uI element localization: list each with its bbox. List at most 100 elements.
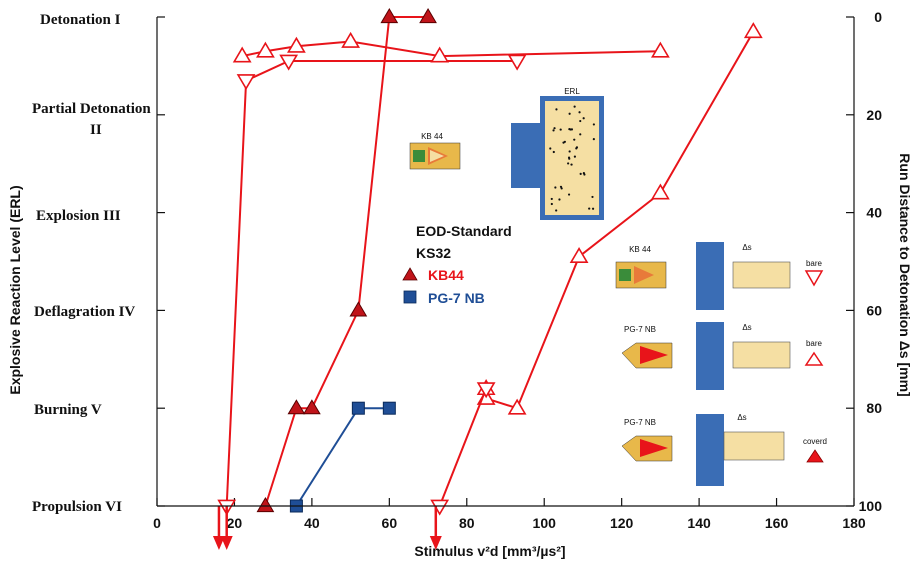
erl-dot xyxy=(558,198,561,201)
level-burning-label: Burning V xyxy=(34,402,102,418)
level-propulsion-label: Propulsion VI xyxy=(32,499,122,515)
data-point-open-triangle xyxy=(507,398,527,415)
erl-dot xyxy=(552,150,555,154)
down-arrow-head xyxy=(220,536,233,550)
series-5 xyxy=(430,382,496,516)
erl-dot xyxy=(567,156,571,159)
erl-dot xyxy=(582,172,585,175)
data-point-open-down-triangle xyxy=(236,74,256,91)
series-1 xyxy=(289,401,396,513)
inset-delta-s-label-3: Δs xyxy=(737,413,746,422)
erl-dot xyxy=(592,137,595,141)
x-tick-label: 0 xyxy=(153,515,161,531)
erl-dot xyxy=(573,155,576,158)
x-tick-label: 120 xyxy=(610,515,634,531)
data-point-open-triangle xyxy=(650,41,670,58)
data-point-filled-triangle xyxy=(349,301,368,317)
erl-dot xyxy=(570,163,573,166)
erl-dot xyxy=(559,128,562,131)
erl-dot xyxy=(550,202,553,206)
erl-dot xyxy=(554,186,557,189)
data-point-open-triangle xyxy=(430,46,450,63)
x-tick-label: 140 xyxy=(687,515,711,531)
erl-dot xyxy=(573,105,576,108)
x-axis-label: Stimulus v²d [mm³/µs²] xyxy=(414,543,565,559)
data-point-open-down-triangle xyxy=(430,499,450,516)
data-point-filled-square xyxy=(382,401,396,415)
x-tick-label: 100 xyxy=(533,515,557,531)
data-point-open-triangle xyxy=(287,36,306,53)
inset-kb44-right-label: KB 44 xyxy=(629,245,651,254)
data-point-open-down-triangle xyxy=(476,382,496,399)
erl-dot xyxy=(552,129,555,132)
x-tick-label: 160 xyxy=(765,515,789,531)
y-right-tick-label: 40 xyxy=(866,205,882,221)
inset-bare-label-1: bare xyxy=(806,259,823,268)
erl-dot xyxy=(550,197,553,201)
inset-pg7-label-2: PG-7 NB xyxy=(624,418,656,427)
down-arrow-head xyxy=(212,536,225,550)
inset-erl-dots xyxy=(549,105,595,212)
data-point-filled-triangle xyxy=(287,399,306,415)
x-tick-label: 80 xyxy=(459,515,475,531)
erl-dot xyxy=(567,193,571,196)
legend: EOD-Standard KS32 KB44 PG-7 NB xyxy=(402,223,512,306)
erl-dot xyxy=(559,185,563,188)
series-2 xyxy=(217,54,527,516)
y-right-tick-label: 0 xyxy=(874,9,882,25)
data-point-filled-triangle xyxy=(380,8,399,24)
erl-dot xyxy=(555,108,558,111)
erl-dot xyxy=(591,195,594,199)
legend-pg7-marker xyxy=(403,290,417,304)
erl-dot xyxy=(568,150,571,153)
data-point-open-triangle xyxy=(650,183,670,200)
down-arrow-head xyxy=(429,536,442,550)
data-point-filled-triangle xyxy=(303,399,321,415)
data-point-open-triangle xyxy=(569,247,589,264)
erl-dot xyxy=(578,111,581,114)
series-line xyxy=(225,60,518,507)
inset-kb44-bare: KB 44 Δs bare xyxy=(615,242,824,310)
legend-header-2: KS32 xyxy=(416,245,451,261)
inset-pg7-bare: PG-7 NB Δs bare xyxy=(621,322,824,390)
erl-dot xyxy=(582,117,585,120)
x-tick-label: 20 xyxy=(227,515,243,531)
legend-kb44-marker xyxy=(402,267,418,281)
y-right-tick-label: 20 xyxy=(866,107,882,123)
erl-dot xyxy=(575,146,579,149)
erl-dot xyxy=(579,133,582,136)
x-tick-label: 180 xyxy=(842,515,866,531)
y-right-axis-label: Run Distance to Detonation Δs [mm] xyxy=(897,153,911,396)
y-right-tick-label: 100 xyxy=(859,498,883,514)
inset-kb44-charge: KB 44 xyxy=(409,132,461,170)
inset-pg7-label-1: PG-7 NB xyxy=(624,325,656,334)
erl-dot xyxy=(562,141,565,144)
x-tick-label: 60 xyxy=(382,515,398,531)
erl-dot xyxy=(555,209,558,212)
x-tick-label: 40 xyxy=(304,515,320,531)
erl-dot xyxy=(579,172,582,175)
series-3 xyxy=(232,31,670,63)
data-point-open-triangle xyxy=(256,41,275,58)
level-partial-detonation-label: Partial Detonation xyxy=(32,101,151,117)
level-deflagration-label: Deflagration IV xyxy=(34,304,135,320)
legend-header-1: EOD-Standard xyxy=(416,223,512,239)
reaction-level-labels: Detonation I Partial Detonation II Explo… xyxy=(32,12,151,515)
inset-covered-label: coverd xyxy=(803,437,827,446)
inset-erl-label: ERL xyxy=(564,87,580,96)
erl-dot xyxy=(573,138,576,141)
erl-dot xyxy=(567,162,570,165)
data-point-filled-square xyxy=(351,401,365,415)
erl-dot xyxy=(592,123,595,126)
erl-dot xyxy=(549,147,552,150)
inset-delta-s-label-2: Δs xyxy=(742,323,751,332)
erl-dot xyxy=(568,112,571,115)
level-explosion-label: Explosion III xyxy=(36,208,121,224)
y-right-tick-label: 80 xyxy=(866,400,882,416)
inset-kb44-label: KB 44 xyxy=(421,132,443,141)
legend-kb44-label: KB44 xyxy=(428,267,464,283)
series-line xyxy=(241,40,661,58)
erl-dot xyxy=(591,207,595,210)
data-point-open-triangle xyxy=(232,46,252,63)
